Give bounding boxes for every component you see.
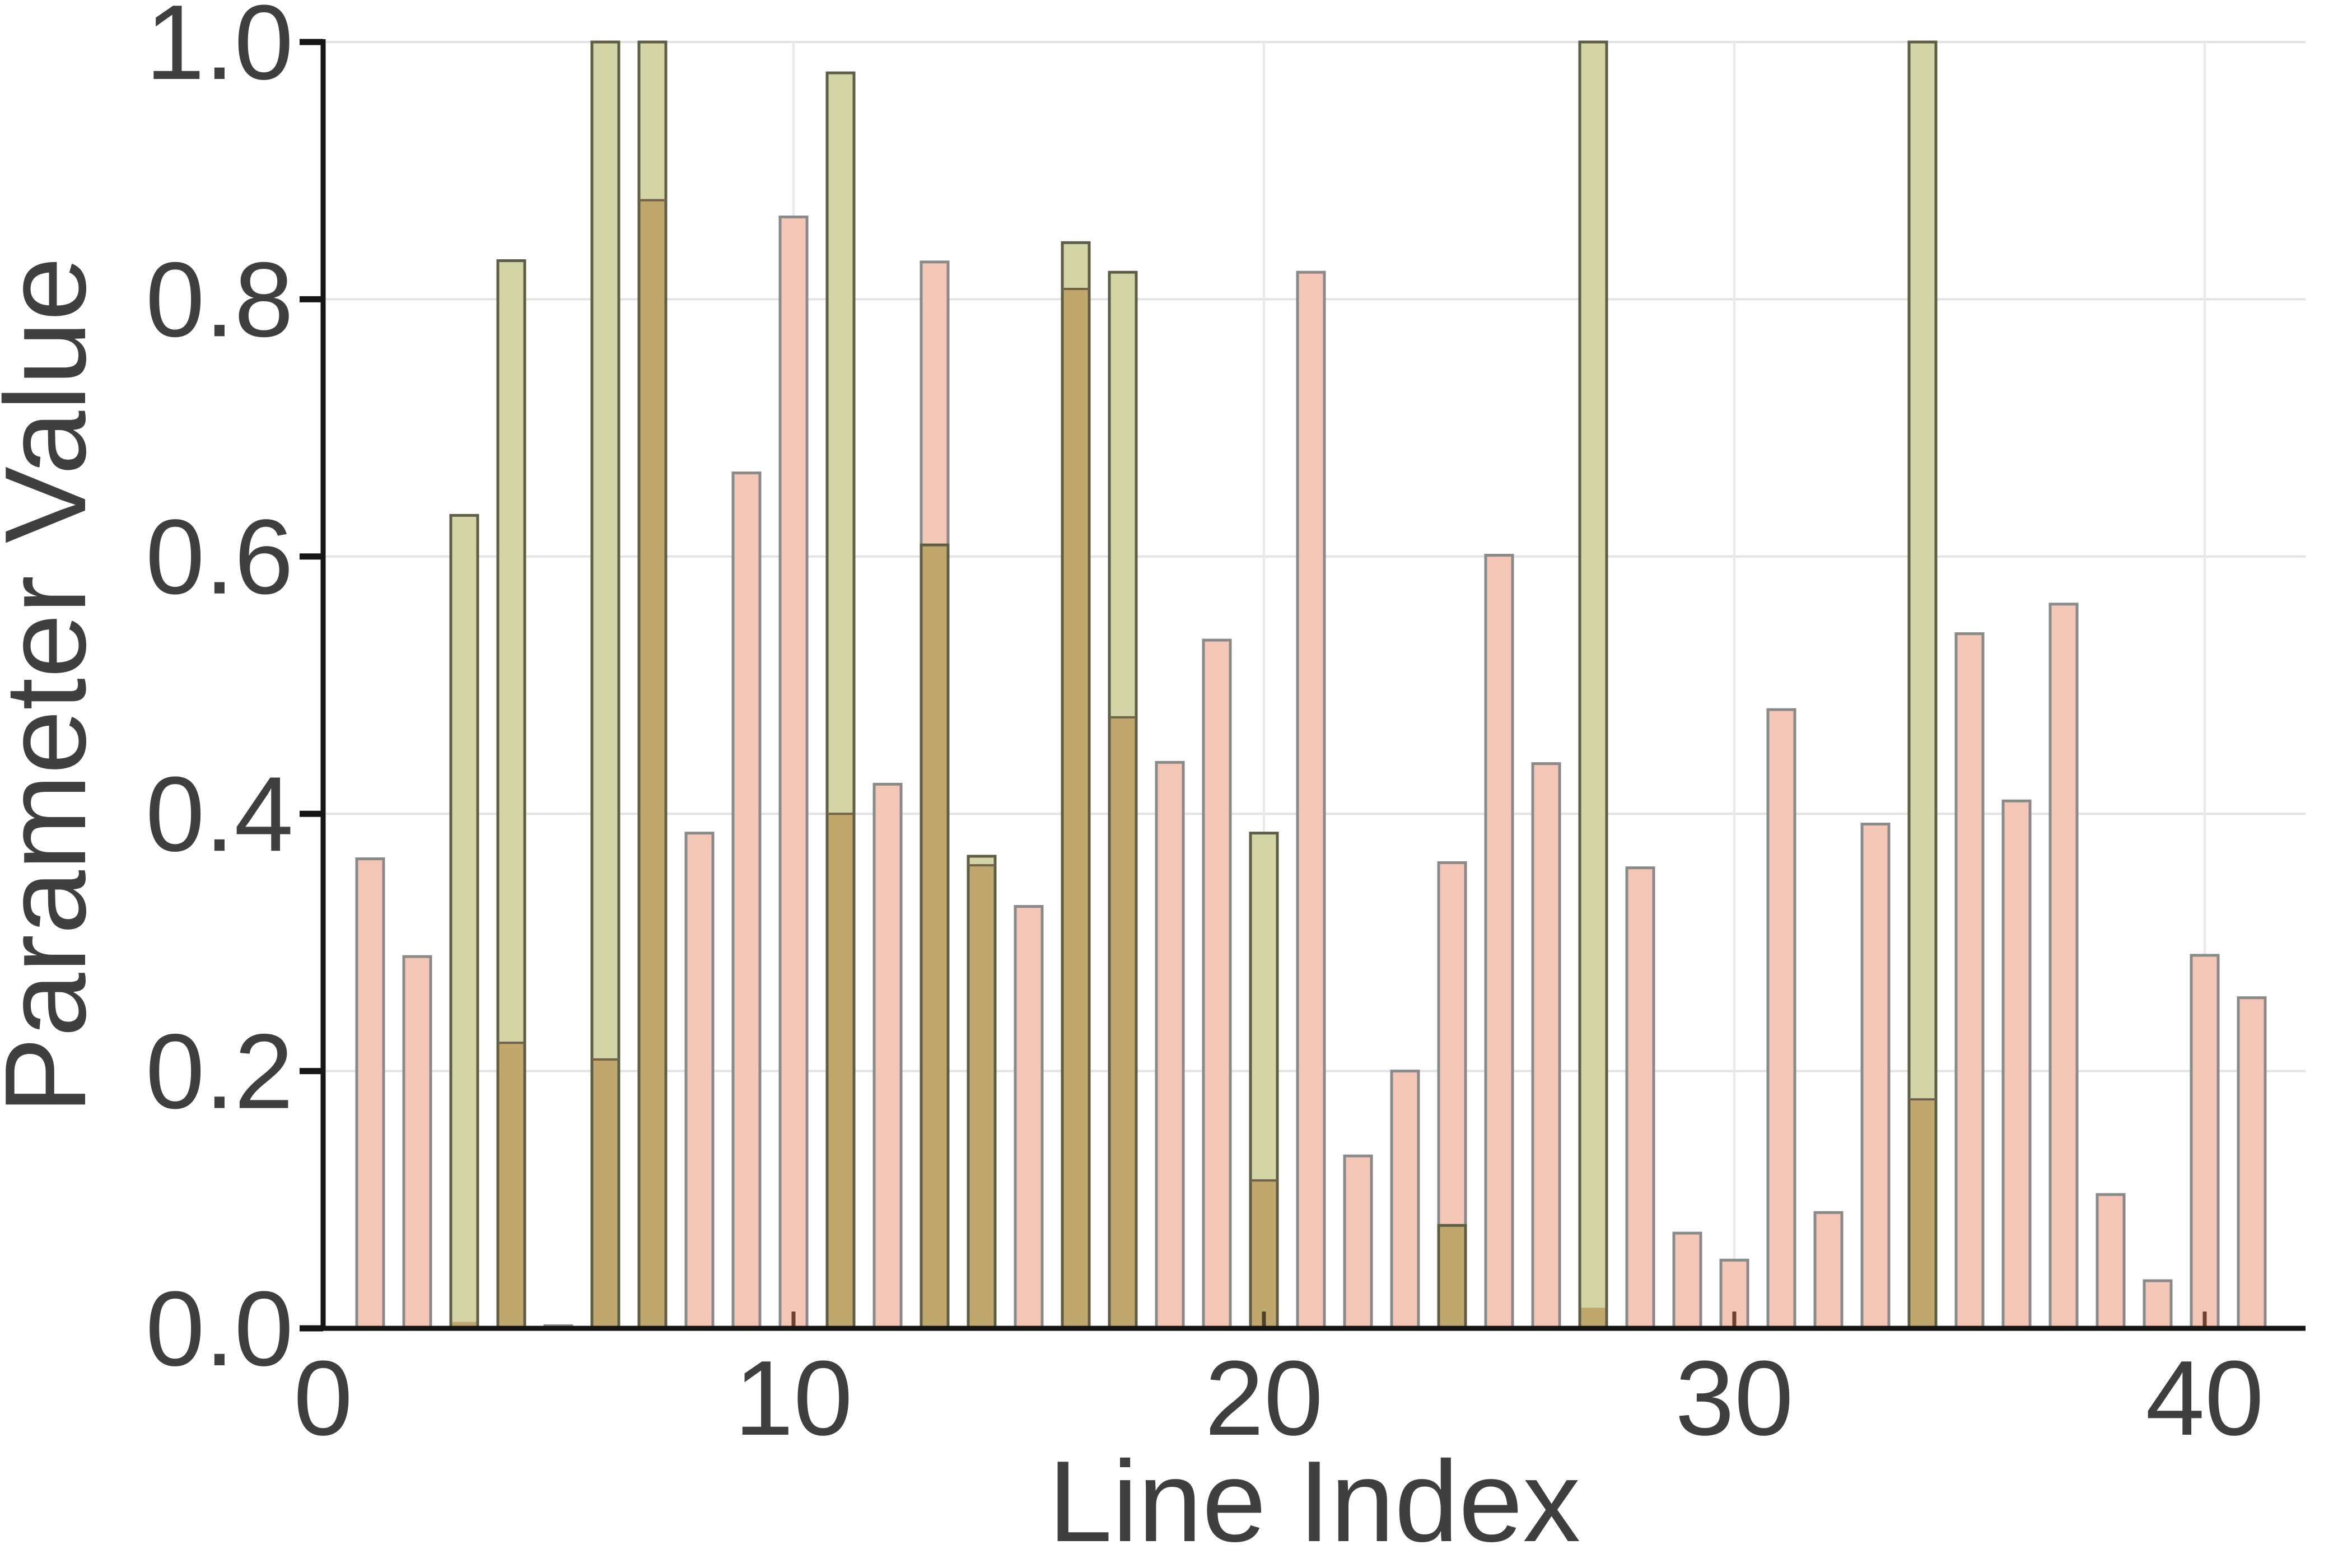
bar-olive bbox=[1580, 42, 1607, 1308]
bar-salmon bbox=[872, 782, 903, 1330]
bar-olive bbox=[827, 73, 854, 814]
axis-tick-labels: 0.0 0.2 0.4 0.6 0.8 1.0 0 10 20 30 40 bbox=[146, 0, 2264, 1458]
y-tick-label: 0.4 bbox=[146, 755, 293, 874]
bar-overlap bbox=[1439, 1225, 1466, 1328]
bar-olive bbox=[451, 515, 478, 1322]
bar-salmon bbox=[1202, 638, 1232, 1330]
bar-salmon bbox=[2237, 996, 2267, 1330]
bar-overlap bbox=[1062, 289, 1089, 1329]
bar-salmon bbox=[1155, 760, 1185, 1330]
bar-salmon bbox=[1954, 632, 1985, 1330]
y-tick-label: 0.2 bbox=[146, 1012, 293, 1131]
bar-salmon bbox=[1014, 905, 1044, 1330]
x-tick-label: 20 bbox=[1205, 1339, 1323, 1458]
bar-salmon bbox=[2048, 603, 2079, 1330]
bar-olive bbox=[1062, 242, 1089, 290]
bar-salmon bbox=[1813, 1211, 1844, 1330]
bar-salmon bbox=[2143, 1279, 2173, 1330]
bar-overlap bbox=[921, 545, 948, 1329]
bar-overlap bbox=[1250, 1180, 1277, 1328]
bar-overlap bbox=[827, 814, 854, 1328]
bar-salmon bbox=[731, 471, 762, 1330]
bar-salmon bbox=[1860, 823, 1891, 1330]
bar-olive bbox=[1250, 833, 1277, 1180]
bar-salmon bbox=[355, 857, 385, 1330]
bars bbox=[355, 40, 2267, 1330]
y-tick-label: 0.0 bbox=[146, 1270, 293, 1388]
bar-salmon bbox=[1390, 1070, 1420, 1330]
bar-salmon bbox=[2096, 1193, 2126, 1330]
bar-salmon bbox=[1531, 762, 1561, 1330]
bar-olive bbox=[1109, 272, 1136, 717]
bar-overlap bbox=[498, 1043, 525, 1328]
bar-overlap bbox=[968, 865, 995, 1328]
bar-olive bbox=[639, 42, 666, 200]
bar-olive bbox=[498, 260, 525, 1043]
x-tick-label: 40 bbox=[2145, 1339, 2264, 1458]
bar-salmon bbox=[778, 215, 809, 1330]
bar-salmon bbox=[1766, 708, 1796, 1330]
y-tick-label: 0.8 bbox=[146, 240, 293, 359]
bar-salmon bbox=[1484, 554, 1514, 1330]
bar-salmon bbox=[1625, 866, 1655, 1330]
bar-salmon bbox=[1672, 1231, 1702, 1330]
x-tick-label: 0 bbox=[293, 1339, 353, 1458]
y-axis-label: Parameter Value bbox=[0, 257, 110, 1114]
bar-olive bbox=[1909, 42, 1936, 1100]
x-tick-label: 10 bbox=[734, 1339, 852, 1458]
bar-overlap bbox=[1109, 717, 1136, 1328]
bar-olive bbox=[968, 856, 995, 866]
bar-overlap bbox=[639, 200, 666, 1328]
bar-overlap bbox=[592, 1059, 619, 1328]
bar-salmon bbox=[2001, 799, 2032, 1330]
axis-spines bbox=[320, 39, 2306, 1331]
bar-salmon bbox=[2190, 954, 2220, 1330]
y-tick-label: 0.6 bbox=[146, 498, 293, 617]
x-tick-label: 30 bbox=[1675, 1339, 1793, 1458]
bar-salmon bbox=[1296, 270, 1326, 1330]
bar-olive bbox=[592, 42, 619, 1060]
bar-salmon bbox=[1343, 1154, 1373, 1330]
bar-overlap bbox=[1909, 1099, 1936, 1328]
x-axis-label: Line Index bbox=[1048, 1437, 1581, 1566]
bar-salmon bbox=[684, 832, 715, 1330]
bar-overlap bbox=[1580, 1308, 1607, 1328]
bar-salmon bbox=[402, 955, 432, 1330]
axis-ticks bbox=[300, 39, 2207, 1332]
y-tick-label: 1.0 bbox=[146, 0, 293, 102]
bar-overlap bbox=[451, 1322, 478, 1328]
